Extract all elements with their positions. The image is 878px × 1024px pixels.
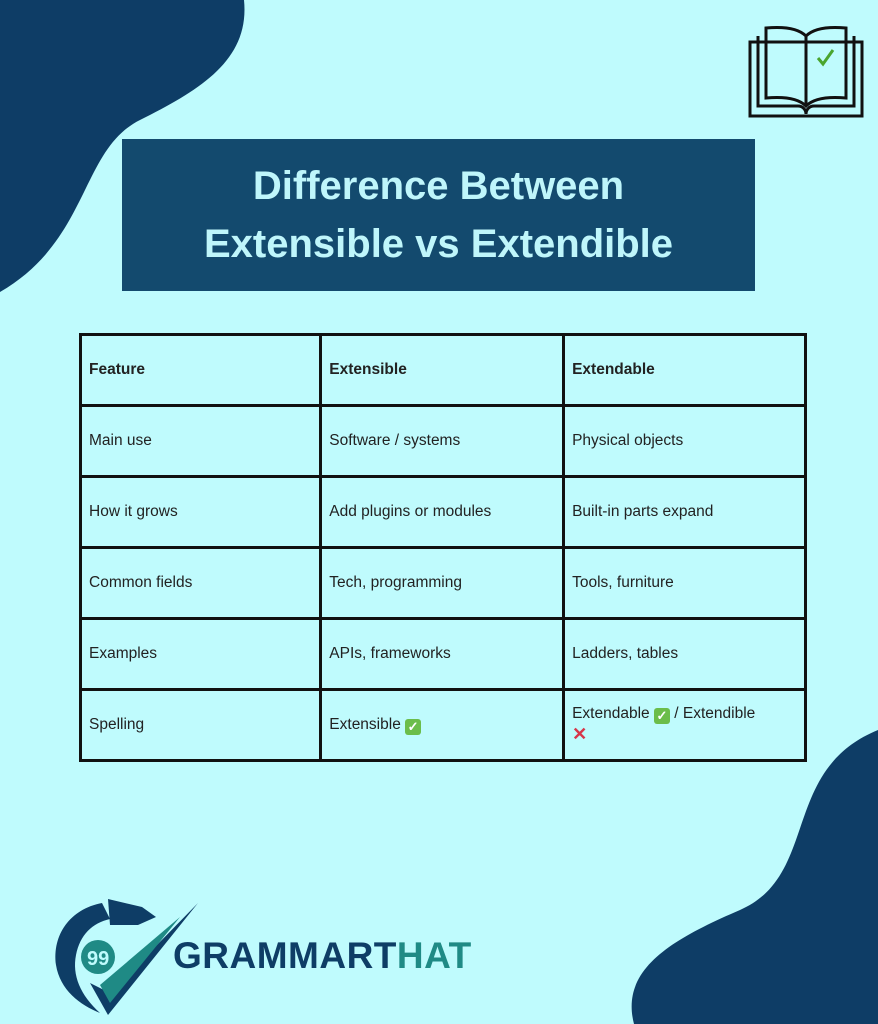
table-cell: Physical objects xyxy=(562,404,807,478)
spelling-text: / Extendible xyxy=(674,705,756,722)
table-cell: Tech, programming xyxy=(319,546,566,620)
table-cell: Tools, furniture xyxy=(562,546,807,620)
title-line-2: Extensible vs Extendible xyxy=(203,222,674,266)
table-cell: Ladders, tables xyxy=(562,617,807,691)
grammarthat-logo-icon: 99 xyxy=(55,899,198,1015)
brand-wordmark: GRAMMARTHAT xyxy=(173,935,472,977)
table-cell: APIs, frameworks xyxy=(319,617,566,691)
table-cell: Spelling xyxy=(78,688,323,762)
title-banner: Difference Between Extensible vs Extendi… xyxy=(122,139,755,291)
table-header-row: Feature Extensible Extendable xyxy=(78,333,807,407)
header-cell: Feature xyxy=(78,333,323,407)
brand-part-2: HAT xyxy=(396,935,472,976)
spelling-text: Extendable xyxy=(572,705,650,722)
table-cell: Built-in parts expand xyxy=(562,475,807,549)
brand-part-1: GRAMMART xyxy=(173,935,397,976)
open-book-check-icon xyxy=(748,26,864,118)
cross-mark-icon: ✕ xyxy=(572,724,588,744)
bottom-right-decor-blob xyxy=(631,730,878,1024)
logo-quote-glyph: 99 xyxy=(87,948,109,970)
top-left-decor-blob xyxy=(0,0,245,292)
table-cell: Extensible ✓ xyxy=(319,688,566,762)
title-line-1: Difference Between xyxy=(252,164,625,208)
check-mark-icon: ✓ xyxy=(653,708,670,724)
check-mark-icon: ✓ xyxy=(405,718,422,735)
header-cell: Extendable xyxy=(562,333,807,407)
table-row: Examples APIs, frameworks Ladders, table… xyxy=(78,617,807,691)
table-row-spelling: Spelling Extensible ✓ Extendable ✓ / Ext… xyxy=(78,688,807,762)
table-cell: Extendable ✓ / Extendible ✕ xyxy=(562,688,807,762)
table-row: Main use Software / systems Physical obj… xyxy=(78,404,807,478)
table-cell: Main use xyxy=(78,404,323,478)
spelling-text: Extensible xyxy=(329,715,401,733)
table-row: Common fields Tech, programming Tools, f… xyxy=(78,546,807,620)
comparison-table: Feature Extensible Extendable Main use S… xyxy=(78,333,807,762)
table-cell: Examples xyxy=(78,617,323,691)
table-cell: How it grows xyxy=(78,475,323,549)
table-row: How it grows Add plugins or modules Buil… xyxy=(78,475,807,549)
table-cell: Software / systems xyxy=(319,404,566,478)
header-cell: Extensible xyxy=(319,333,566,407)
table-cell: Add plugins or modules xyxy=(319,475,566,549)
table-cell: Common fields xyxy=(78,546,323,620)
